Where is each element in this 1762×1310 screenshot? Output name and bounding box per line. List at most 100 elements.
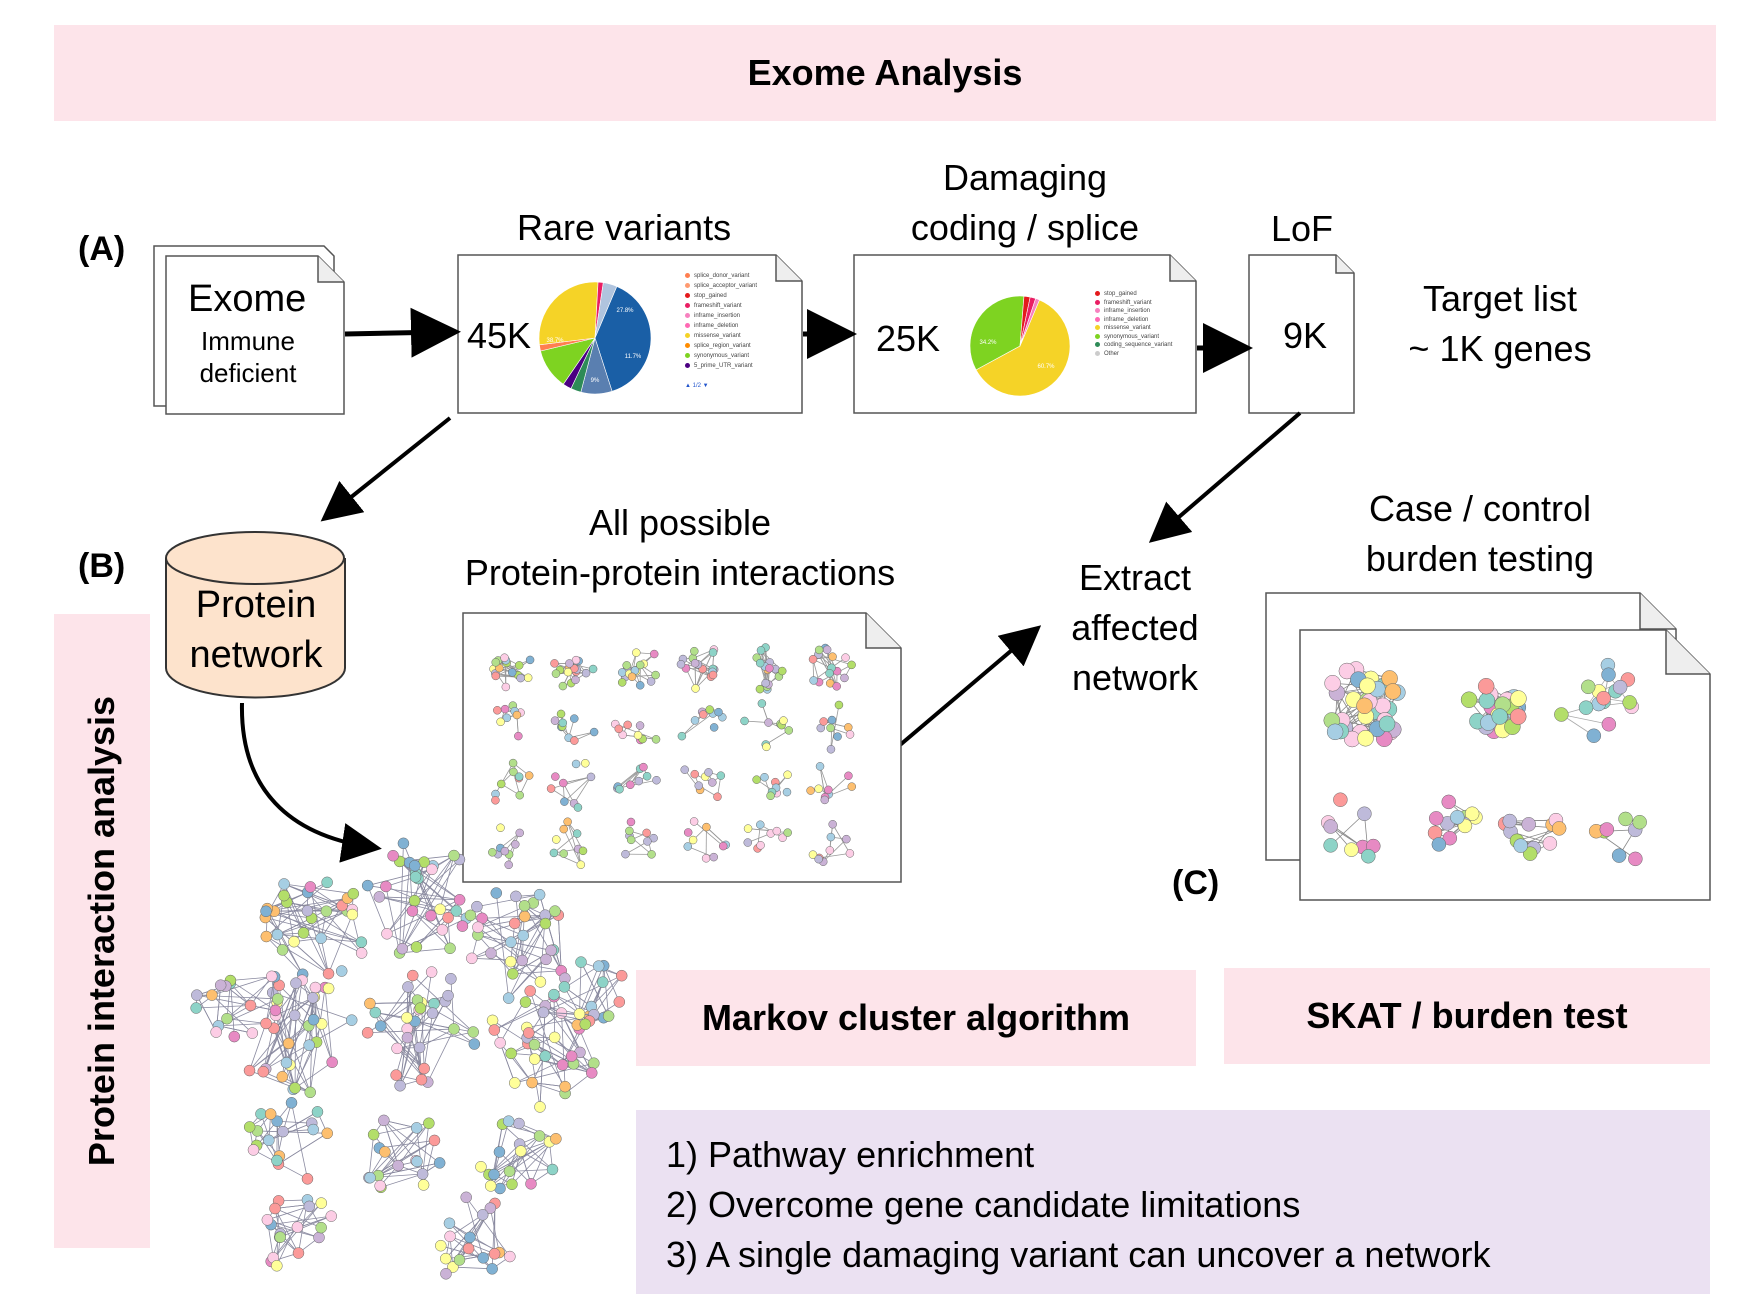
network-edge <box>591 975 622 1007</box>
network-edge <box>380 1173 423 1188</box>
network-edge <box>422 1123 430 1175</box>
network-node <box>467 1026 479 1038</box>
network-node <box>623 720 632 730</box>
network-node <box>1596 690 1611 706</box>
network-node <box>396 942 409 955</box>
network-node <box>809 676 818 685</box>
network-edge <box>687 846 714 858</box>
network-node <box>494 1037 506 1049</box>
network-node <box>571 675 580 685</box>
network-node <box>1478 692 1496 709</box>
legend-entry: stop_gained <box>685 293 727 299</box>
network-node <box>563 817 572 826</box>
legend-text: Other <box>1104 350 1120 357</box>
network-node <box>443 1217 456 1230</box>
network-node <box>402 981 414 993</box>
network-node <box>486 1263 498 1275</box>
network-edge <box>276 1002 311 1093</box>
network-node <box>367 1128 380 1141</box>
legend-entry: inframe_insertion <box>685 313 740 319</box>
network-edge <box>383 1120 399 1166</box>
damaging-pie: 34.2% 60.7% <box>969 295 1071 397</box>
legend-swatch <box>685 303 690 308</box>
network-node <box>500 704 510 714</box>
network-node <box>743 824 753 833</box>
network-node <box>762 742 771 752</box>
network-edge <box>294 1023 323 1089</box>
network-node <box>514 772 524 781</box>
network-node <box>714 707 723 717</box>
network-node <box>549 848 559 858</box>
network-edge <box>765 730 790 745</box>
network-node <box>440 1268 452 1280</box>
network-node <box>364 1171 376 1184</box>
legend-pager[interactable]: ▲ 1/2 ▼ <box>685 383 709 389</box>
network-node <box>277 1125 289 1138</box>
network-node <box>1338 662 1356 680</box>
network-node <box>440 1252 452 1265</box>
network-node <box>450 905 462 917</box>
network-node <box>596 976 609 988</box>
network-node <box>565 1050 578 1062</box>
case-control-label-2: burden testing <box>1365 538 1595 579</box>
network-node <box>1612 679 1628 695</box>
legend-swatch <box>1095 342 1100 347</box>
network-node <box>565 659 574 668</box>
case-control-label-1: Case / control <box>1368 488 1592 529</box>
network-node <box>505 1047 517 1060</box>
network-node <box>690 769 699 779</box>
network-edge <box>249 1025 309 1071</box>
network-node <box>642 771 652 781</box>
legend-entry: missense_variant <box>1095 325 1151 331</box>
network-node <box>570 736 579 745</box>
network-node <box>500 653 509 662</box>
network-node <box>782 787 792 797</box>
network-node <box>676 659 686 669</box>
network-node <box>491 671 500 681</box>
network-node <box>1477 677 1495 695</box>
network-node <box>556 709 566 719</box>
legend-text: frameshift_variant <box>1104 299 1152 306</box>
network-node <box>832 682 841 691</box>
network-node <box>534 1101 546 1113</box>
network-edge <box>378 1140 435 1176</box>
legend-swatch <box>1095 333 1100 339</box>
network-node <box>246 1027 259 1039</box>
benefit-2: 2) Overcome gene candidate limitations <box>666 1184 1301 1225</box>
network-node <box>827 715 837 725</box>
network-node <box>488 848 497 857</box>
network-node <box>345 1014 358 1026</box>
network-node <box>537 1006 550 1019</box>
network-node <box>808 655 818 664</box>
network-node <box>1464 806 1480 821</box>
network-node <box>627 672 637 682</box>
network-node <box>704 768 713 777</box>
network-node <box>1324 675 1341 692</box>
network-node <box>621 849 630 859</box>
side-banner: Protein interaction analysis <box>54 614 150 1248</box>
network-node <box>260 930 273 943</box>
damaging-label-2: coding / splice <box>910 207 1140 248</box>
network-node <box>433 1157 446 1169</box>
network-node <box>477 1252 489 1264</box>
network-node <box>639 762 648 772</box>
network-node <box>516 954 529 967</box>
network-node <box>1357 806 1372 821</box>
network-edge <box>272 992 352 1021</box>
network-node <box>476 1209 489 1221</box>
network-node <box>581 759 590 768</box>
network-edge <box>561 1013 566 1087</box>
network-node <box>842 834 851 844</box>
rare-variants-pie: 38.7% 9% 11.7% 27.8% <box>538 281 652 395</box>
network-node <box>777 666 787 676</box>
network-node <box>290 977 302 989</box>
extract-label-1: Extract <box>1078 557 1192 598</box>
network-node <box>435 1239 447 1252</box>
network-edge <box>520 1150 553 1170</box>
network-node <box>387 849 399 862</box>
network-node <box>464 1231 476 1244</box>
legend-entry: synonymous_variant <box>685 353 749 359</box>
network-node <box>1618 811 1633 827</box>
network-node <box>260 905 272 918</box>
network-node <box>579 1018 592 1031</box>
